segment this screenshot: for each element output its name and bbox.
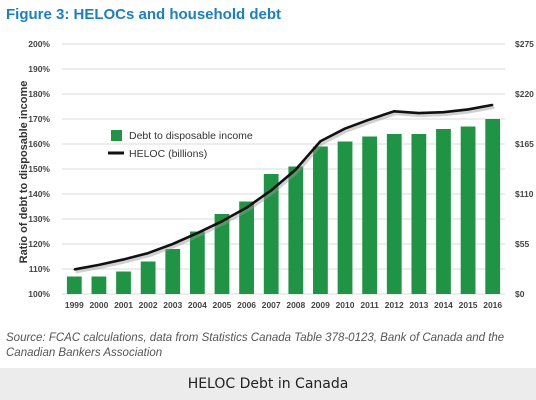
chart: 100% 110% 120% 130% 140% 150% 160% 170% 180% 190%… [18,39,534,310]
bar [337,141,353,294]
x-tick-label: 2001 [114,300,133,310]
source-note: Source: FCAC calculations, data from Sta… [6,332,505,359]
y-tick-label: 100% [28,289,50,299]
x-tick-label: 2016 [483,300,502,310]
line-point [147,252,149,254]
line-point [221,220,223,223]
x-tick-label: 2005 [213,300,232,310]
x-tick-label: 2006 [237,300,256,310]
y2-tick-label: $165 [515,139,534,149]
figure-title: Figure 3: HELOCs and household debt [6,6,282,23]
y2-tick-label: $0 [515,289,525,299]
legend-bar-label: Debt to disposable income [129,130,253,142]
line-point [122,258,125,261]
y-tick-label: 180% [28,89,50,99]
bar [165,249,181,294]
y-tick-label: 170% [28,114,50,124]
right-axis-ticks: $0 $55 $110 $165 $220 $275 [515,39,534,299]
y2-tick-label: $110 [515,189,534,199]
bar [313,146,328,294]
grid-lines [62,43,505,295]
bar [116,271,131,294]
x-tick-label: 2008 [286,300,305,310]
bar [288,166,304,294]
bar [436,129,451,294]
bar [189,231,205,294]
bar [411,134,427,294]
x-tick-label: 2003 [163,300,182,310]
x-tick-label: 2015 [459,300,478,310]
line-point [270,189,272,192]
bar-series [66,119,501,294]
x-tick-label: 2009 [311,300,330,310]
x-tick-label: 2000 [89,300,108,310]
heloc-line [74,103,493,271]
x-tick-label: 2002 [139,300,158,310]
line-point [491,104,494,106]
x-tick-label: 1999 [65,300,84,310]
caption: HELOC Debt in Canada [0,368,536,400]
line-point [98,264,100,266]
line-point [171,243,174,245]
left-axis-ticks: 100% 110% 120% 130% 140% 150% 160% 170% 180% 190%… [28,39,50,299]
y2-tick-label: $55 [515,239,529,249]
bar [239,201,254,294]
line-point [368,118,371,121]
legend: Debt to disposable income HELOC (billion… [108,130,253,160]
bar [214,214,230,294]
x-tick-label: 2010 [336,300,355,310]
bar [485,119,501,294]
legend-line-label: HELOC (billions) [129,148,207,160]
y-tick-label: 190% [28,64,50,74]
x-tick-label: 2014 [434,300,453,310]
bar [460,126,476,294]
legend-bar-swatch [111,130,122,141]
line-point [319,140,322,143]
x-tick-label: 2004 [188,300,207,310]
line-point [245,206,248,209]
line-shadow [75,105,495,274]
y2-tick-label: $220 [515,89,534,99]
bar [362,136,378,294]
line-point [295,168,297,171]
line-point [467,108,469,111]
y-tick-label: 110% [29,264,51,274]
line-point [196,232,199,234]
x-tick-label: 2012 [385,300,404,310]
bar [263,174,279,294]
bar [140,261,156,294]
y-axis-label: Ratio of debt to disposable income [18,81,30,264]
bar [91,276,107,294]
x-tick-label: 2011 [360,300,379,310]
x-tick-label: 2013 [409,300,428,310]
line-point [418,112,420,114]
bar [66,276,82,294]
y-tick-label: 150% [28,164,50,174]
y-tick-label: 200% [28,39,50,49]
line-point [73,268,76,271]
y-tick-label: 130% [28,214,50,224]
line-point [442,111,445,113]
x-axis-ticks: 1999 2000 2001 2002 2003 2004 2005 2006 2007 2008… [65,300,503,310]
figure-card: 100% 110% 120% 130% 140% 150% 160% 170% 180% 190%… [6,6,535,359]
line-series [73,103,495,274]
line-point [393,110,396,113]
y-tick-label: 120% [28,239,50,249]
y2-tick-label: $275 [515,39,534,49]
y-tick-label: 160% [28,139,50,149]
line-point [344,127,346,130]
x-tick-label: 2007 [262,300,281,310]
y-tick-label: 140% [28,189,50,199]
bar [386,134,402,294]
